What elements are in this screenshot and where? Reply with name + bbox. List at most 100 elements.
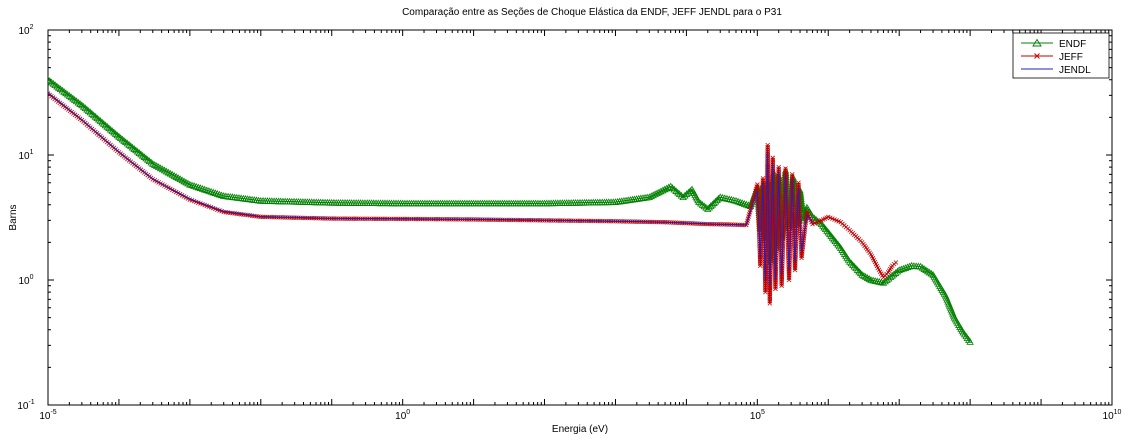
data-point-triangle [48, 77, 54, 84]
data-point-triangle [873, 277, 881, 285]
data-point-triangle [820, 223, 828, 231]
data-point-triangle [698, 201, 707, 208]
data-point-triangle [916, 262, 925, 270]
data-point-triangle [192, 182, 200, 190]
data-point-triangle [133, 147, 142, 155]
data-point-triangle [127, 142, 135, 150]
data-point-triangle [95, 115, 103, 123]
data-point-triangle [860, 272, 868, 279]
legend-marker-triangle [1032, 38, 1042, 47]
x-axis-label: Energia (eV) [552, 424, 608, 435]
data-point-triangle [130, 145, 138, 152]
data-point-triangle [48, 75, 52, 83]
data-point-triangle [213, 190, 222, 197]
data-point-triangle [736, 198, 744, 206]
data-point-triangle [730, 196, 738, 204]
data-point-triangle [727, 195, 736, 203]
data-point-triangle [738, 199, 746, 206]
data-point-triangle [922, 266, 930, 274]
series-layer [48, 75, 974, 345]
data-point-triangle [205, 187, 213, 194]
data-point-triangle [125, 141, 133, 148]
data-point-triangle [76, 100, 84, 107]
data-point-triangle [696, 199, 705, 207]
data-point-triangle [718, 193, 727, 201]
data-point-triangle [135, 149, 143, 156]
data-point-triangle [49, 79, 58, 87]
title: Comparação entre as Seções de Choque Elá… [402, 7, 782, 18]
data-point-triangle [927, 269, 935, 277]
data-point-triangle [147, 158, 155, 166]
data-point-triangle [198, 185, 207, 192]
data-point-triangle [72, 97, 81, 105]
legend-label-jeff: JEFF [1059, 52, 1083, 63]
data-point-triangle [128, 143, 137, 151]
data-point-triangle [79, 102, 88, 110]
data-point-triangle [847, 259, 855, 267]
data-point-triangle [856, 269, 865, 277]
data-point-triangle [700, 202, 708, 210]
data-point-triangle [744, 201, 753, 209]
data-point-triangle [215, 190, 224, 198]
data-point-triangle [695, 198, 703, 205]
data-point-triangle [81, 104, 89, 112]
data-point-triangle [845, 257, 854, 265]
data-point-triangle [110, 128, 118, 136]
data-point-triangle [665, 183, 673, 191]
data-point-triangle [207, 187, 215, 195]
y-tick-label: 100 [18, 274, 33, 287]
data-point-triangle [723, 194, 731, 202]
x-tick-label: 100 [395, 409, 410, 422]
data-point-triangle [823, 226, 831, 234]
data-point-triangle [106, 125, 115, 133]
data-point-triangle [93, 114, 101, 122]
data-point-triangle [83, 105, 91, 113]
data-point-triangle [211, 189, 219, 197]
data-point-triangle [734, 197, 742, 205]
y-axis-label: Barns [8, 204, 19, 230]
data-point-triangle [137, 150, 145, 158]
data-point-triangle [850, 262, 858, 270]
data-point-triangle [740, 200, 748, 207]
data-point-triangle [120, 136, 128, 144]
data-point-triangle [875, 278, 883, 285]
data-point-triangle [62, 89, 70, 97]
data-point-triangle [865, 275, 873, 282]
data-point-triangle [905, 262, 914, 270]
data-point-triangle [869, 276, 877, 284]
data-point-triangle [194, 183, 203, 191]
legend-label-endf: ENDF [1059, 39, 1086, 50]
data-point-triangle [145, 157, 154, 165]
legend: ENDF JEFF JENDL [1012, 32, 1110, 79]
data-point-triangle [863, 274, 872, 281]
data-point-triangle [200, 185, 209, 193]
data-point-triangle [96, 117, 105, 124]
data-point-triangle [855, 267, 863, 275]
data-point-triangle [203, 186, 211, 194]
data-point-triangle [849, 261, 857, 268]
data-point-triangle [67, 93, 75, 101]
data-point-triangle [217, 191, 226, 199]
y-tick-label: 101 [18, 149, 33, 162]
data-point-triangle [111, 130, 120, 137]
data-point-triangle [966, 338, 974, 345]
series-line-jendl [48, 92, 813, 286]
data-point-triangle [122, 138, 130, 146]
data-point-triangle [817, 220, 826, 228]
data-point-triangle [55, 83, 63, 91]
data-point-triangle [58, 86, 66, 94]
data-point-triangle [852, 264, 860, 272]
data-point-triangle [132, 146, 140, 154]
y-tick-label: 102 [18, 24, 33, 37]
data-point-triangle [721, 194, 729, 202]
data-point-triangle [105, 124, 113, 132]
data-point-triangle [732, 196, 740, 204]
data-point-triangle [924, 267, 932, 275]
data-point-triangle [101, 121, 110, 129]
data-point-triangle [78, 101, 86, 109]
legend-marker-x [1034, 53, 1040, 59]
data-point-triangle [71, 96, 79, 103]
data-point-triangle [100, 120, 108, 127]
data-point-triangle [867, 276, 875, 283]
data-point-triangle [190, 182, 198, 189]
